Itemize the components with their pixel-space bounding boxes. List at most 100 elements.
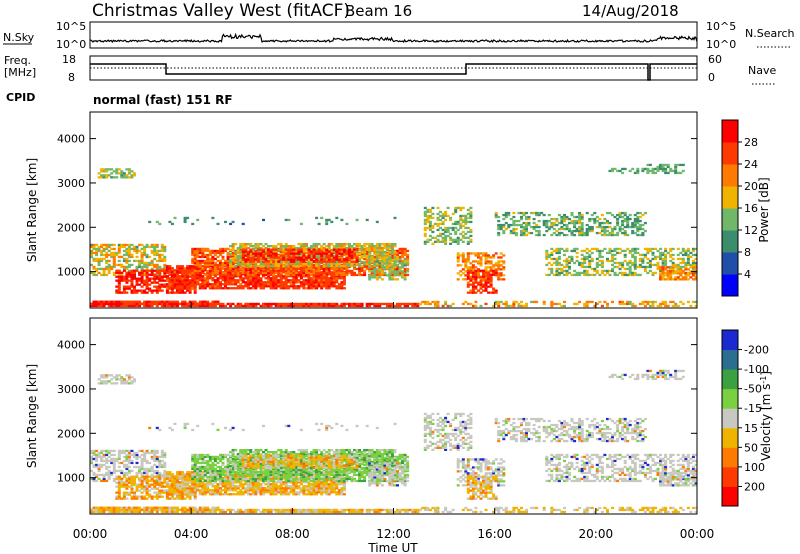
power-cell xyxy=(183,269,187,272)
power-cell xyxy=(133,271,136,274)
power-cell xyxy=(441,240,445,243)
power-cell xyxy=(522,225,526,229)
power-cell xyxy=(388,276,392,279)
power-cell xyxy=(262,302,265,306)
power-cell xyxy=(638,265,642,269)
power-cell xyxy=(360,273,364,277)
power-cell xyxy=(679,261,683,265)
power-cell xyxy=(213,281,217,284)
power-cell xyxy=(613,247,617,251)
power-cell xyxy=(315,243,319,246)
power-cell xyxy=(585,273,589,277)
power-cell xyxy=(643,229,647,233)
power-cell xyxy=(305,269,308,273)
power-cell xyxy=(676,253,680,257)
power-cell xyxy=(547,219,551,223)
power-cell xyxy=(570,221,574,225)
power-cell xyxy=(153,247,157,251)
power-cell xyxy=(325,254,329,257)
power-cell xyxy=(229,304,233,308)
power-cell xyxy=(691,272,695,275)
power-cell xyxy=(173,285,177,288)
power-cell xyxy=(246,287,250,290)
power-cell xyxy=(221,257,225,261)
power-cell xyxy=(474,304,478,308)
power-cell xyxy=(439,218,442,222)
power-cell xyxy=(651,304,655,308)
power-cell xyxy=(603,225,607,229)
power-cell xyxy=(482,271,485,274)
power-cell xyxy=(477,273,480,276)
power-cell xyxy=(431,236,435,239)
power-cell xyxy=(211,255,215,259)
power-cell xyxy=(497,223,501,227)
power-cell xyxy=(436,206,440,210)
power-cell xyxy=(469,228,473,232)
power-cell xyxy=(133,249,136,253)
power-cell xyxy=(269,252,273,255)
power-cell xyxy=(487,291,491,294)
power-cell xyxy=(254,246,258,250)
power-cell xyxy=(148,277,152,280)
power-cell xyxy=(150,302,154,306)
power-cell xyxy=(565,273,569,277)
power-cell xyxy=(122,287,126,290)
power-cell xyxy=(145,277,149,280)
power-cell xyxy=(535,211,539,215)
power-cell xyxy=(502,274,506,277)
power-cell xyxy=(654,255,657,259)
power-cell xyxy=(618,251,622,255)
power-cell xyxy=(115,300,119,303)
power-cell xyxy=(140,285,144,288)
power-cell xyxy=(160,277,164,280)
power-cell xyxy=(213,269,217,273)
power-cell xyxy=(259,262,263,266)
power-cell xyxy=(272,245,276,248)
power-cell xyxy=(115,285,119,288)
power-cell xyxy=(264,281,268,284)
power-cell xyxy=(446,228,450,232)
power-cell xyxy=(385,267,389,271)
velocity-cell xyxy=(181,506,185,509)
power-cell xyxy=(684,278,688,281)
power-cell xyxy=(115,302,119,306)
power-cell xyxy=(578,215,582,219)
power-cell xyxy=(499,264,503,267)
power-cell xyxy=(565,257,569,261)
power-cell xyxy=(641,257,645,261)
power-cell xyxy=(461,256,465,259)
power-cell xyxy=(160,259,164,263)
power-cell xyxy=(664,163,668,167)
power-cell xyxy=(297,243,301,246)
power-cell xyxy=(107,269,111,273)
power-cell xyxy=(598,225,602,229)
power-cell xyxy=(267,248,270,251)
power-cell xyxy=(284,271,288,275)
power-cell xyxy=(664,300,668,304)
power-cell xyxy=(469,289,473,292)
power-cell xyxy=(375,258,379,261)
power-cell xyxy=(674,272,678,275)
power-cell xyxy=(403,278,407,281)
power-cell xyxy=(219,249,222,253)
velocity-cell xyxy=(102,510,106,514)
power-cell xyxy=(188,289,192,292)
power-cell xyxy=(274,252,278,255)
power-cell xyxy=(388,304,392,308)
power-cell xyxy=(428,214,432,218)
power-cell xyxy=(130,283,134,286)
power-cell xyxy=(307,273,311,277)
power-cell xyxy=(191,265,195,268)
power-cell xyxy=(398,270,402,273)
power-cell xyxy=(583,269,587,273)
power-cell xyxy=(380,278,384,281)
power-cell xyxy=(143,304,147,308)
power-cell xyxy=(292,269,296,273)
power-cell xyxy=(661,257,665,261)
power-cell xyxy=(289,302,293,306)
power-cell xyxy=(284,248,288,251)
power-cell xyxy=(173,216,177,220)
power-cell xyxy=(385,302,389,306)
power-cell xyxy=(317,248,321,251)
power-cell xyxy=(102,247,106,251)
